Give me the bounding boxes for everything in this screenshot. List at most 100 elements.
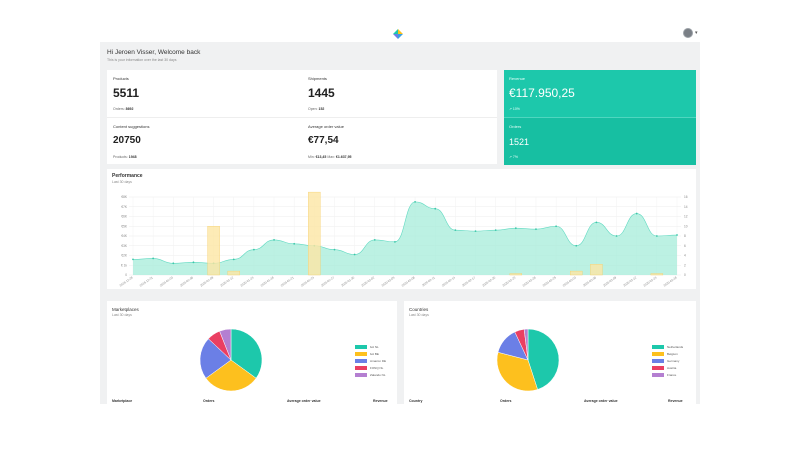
revenue-point[interactable] [172,262,175,265]
stat-value: 20750 [113,135,141,146]
top-bar: ▾ [0,0,800,42]
stat-content-suggestions[interactable]: Content suggestions 20750 Products: 1948 [107,117,302,165]
revenue-point[interactable] [474,230,477,233]
legend-item[interactable]: FONQ NL [355,364,386,371]
stat-average-order-value[interactable]: Average order value €77,54 Min: €13,45 M… [302,117,497,165]
x-axis-tick-label: 2020-01-24 [300,275,315,287]
app-logo-icon[interactable] [393,29,403,39]
revenue-point[interactable] [232,258,235,261]
performance-chart[interactable]: 0 0 € 1k 2 €2K 4 €3K 6 €4K 8 €5K 10 €6K 12 €7K 14 €8K 16 2… [107,169,696,289]
orders-bar[interactable] [227,270,240,276]
legend-swatch [652,351,664,356]
x-axis-tick-label: 2020-01-18 [260,275,275,287]
revenue-point[interactable] [132,258,134,261]
stat-value: 5511 [113,86,140,100]
pie-slice[interactable] [219,328,232,361]
stat-revenue[interactable]: Revenue €117.950,25 ↗ 10% [504,70,696,117]
legend-swatch [355,365,367,370]
x-axis-tick-label: 2020-03-18 [663,275,678,287]
stat-label: Shipments [308,76,327,81]
pie-slice[interactable] [230,328,263,379]
revenue-point[interactable] [676,234,678,236]
marketplaces-pie-chart[interactable] [199,328,263,392]
orders-bar[interactable] [590,264,603,276]
left-axis-tick-label: €2K [121,254,128,258]
orders-bar[interactable] [207,226,220,276]
stat-label: Average order value [308,124,344,129]
legend-swatch [355,344,367,349]
legend-label: Germany [667,358,680,363]
x-axis-tick-label: 2020-01-15 [240,275,255,287]
revenue-point[interactable] [494,229,497,232]
revenue-point[interactable] [595,221,598,224]
x-axis-tick-label: 2019-12-31 [139,275,154,287]
left-axis-tick-label: 0 [125,273,127,277]
revenue-card: Revenue €117.950,25 ↗ 10% Orders 1521 ↗ … [504,70,696,165]
legend-item[interactable]: Amazon DE [355,357,386,364]
pie-slice[interactable] [527,328,560,390]
revenue-point[interactable] [454,229,457,232]
column-header[interactable]: Revenue [373,399,388,403]
stat-orders[interactable]: Orders 1521 ↗ 7% [504,117,696,165]
revenue-point[interactable] [414,200,416,203]
column-header[interactable]: Marketplace [112,399,133,403]
revenue-point[interactable] [353,253,356,256]
revenue-point[interactable] [192,261,195,264]
x-axis-tick-label: 2020-03-12 [622,275,637,287]
x-axis-tick-label: 2020-01-12 [219,275,234,287]
revenue-point[interactable] [635,212,638,215]
pie-slice[interactable] [205,359,257,392]
revenue-point[interactable] [514,227,517,230]
x-axis-tick-label: 2020-01-27 [320,275,335,287]
legend-label: bol NL [370,344,379,349]
column-header[interactable]: Orders [203,399,215,403]
revenue-point[interactable] [394,240,396,243]
right-axis-tick-label: 0 [684,273,686,277]
countries-pie-chart[interactable] [496,328,560,392]
revenue-point[interactable] [434,207,437,210]
legend-item[interactable]: Belgium [652,350,683,357]
revenue-point[interactable] [273,239,275,241]
left-axis-tick-label: €4K [121,234,128,238]
orders-bar[interactable] [308,191,321,276]
revenue-point[interactable] [373,239,376,241]
legend-item[interactable]: France [652,371,683,378]
chevron-down-icon[interactable]: ▾ [695,30,698,36]
legend-item[interactable]: Netherlands [652,343,683,350]
column-header[interactable]: Orders [500,399,512,403]
revenue-point[interactable] [333,248,336,251]
column-header[interactable]: Country [409,399,423,403]
column-header[interactable]: Revenue [668,399,683,403]
stat-sub: Products: 1948 [113,155,137,159]
pie-slice[interactable] [496,351,538,392]
legend-item[interactable]: Germany [652,357,683,364]
revenue-point[interactable] [535,228,537,231]
revenue-point[interactable] [575,244,578,247]
legend-item[interactable]: bol BE [355,350,386,357]
performance-card: Performance Last 30 days 0 0 € 1k 2 €2K 4 €3K 6… [107,169,696,289]
revenue-point[interactable] [252,248,255,251]
revenue-point[interactable] [615,235,618,237]
stat-value: €77,54 [308,135,339,146]
orders-change: ↗ 7% [509,155,518,159]
revenue-point[interactable] [152,257,155,260]
pie-slice[interactable] [523,328,529,361]
revenue-point[interactable] [555,225,558,228]
orders-bar[interactable] [650,273,664,276]
orders-bar[interactable] [570,270,583,276]
right-axis-tick-label: 2 [684,263,686,267]
revenue-point[interactable] [293,242,296,245]
orders-bar[interactable] [509,273,523,276]
legend-item[interactable]: Zalando NL [355,371,386,378]
column-header[interactable]: Average order value [287,399,321,403]
marketplaces-subtitle: Last 30 days [112,313,132,317]
revenue-point[interactable] [655,235,658,237]
x-axis-tick-label: 2020-02-14 [441,275,456,287]
legend-item[interactable]: Austria [652,364,683,371]
stat-shipments[interactable]: Shipments 1445 Open: 152 [302,70,497,117]
legend-item[interactable]: bol NL [355,343,386,350]
pie-slice[interactable] [199,338,232,379]
user-avatar-icon[interactable] [683,28,693,38]
stat-products[interactable]: Products 5511 Orders: 8692 [107,70,302,117]
column-header[interactable]: Average order value [584,399,618,403]
